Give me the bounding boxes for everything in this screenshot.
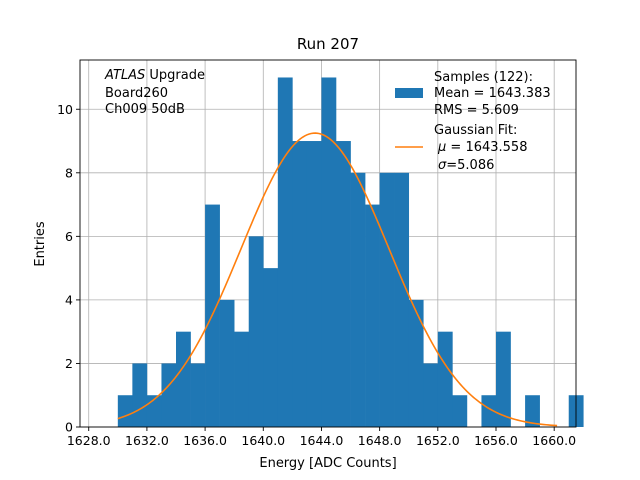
y-axis-label: Entries [33, 221, 48, 267]
legend-samples-rms: RMS = 5.609 [434, 103, 519, 118]
histogram-bar [292, 141, 308, 427]
legend-gaussian-sigma: σ=5.086 [438, 158, 494, 173]
legend-samples-label: Samples (122): [434, 70, 533, 85]
histogram-bar [219, 299, 235, 427]
histogram-bar [321, 77, 337, 427]
y-tick-label: 2 [65, 356, 73, 371]
chart-title: Run 207 [297, 35, 359, 53]
tick-layer: 1628.0 1632.0 1636.0 1640.0 1644.0 1648.0 1652… [57, 102, 576, 448]
x-tick-label: 1644.0 [300, 433, 344, 448]
histogram-bar [452, 395, 468, 427]
histogram-bar [277, 77, 293, 427]
annotation-line-2: Board260 [105, 86, 168, 101]
y-tick-label: 6 [65, 229, 73, 244]
legend-samples-swatch [395, 88, 423, 98]
annotation-upgrade: Upgrade [145, 68, 205, 83]
histogram-bar [336, 141, 351, 427]
annotation-line-1: ATLAS Upgrade [104, 68, 205, 83]
x-tick-label: 1640.0 [241, 433, 285, 448]
x-tick-label: 1656.0 [474, 433, 518, 448]
x-tick-label: 1652.0 [416, 433, 460, 448]
x-tick-label: 1660.0 [532, 433, 576, 448]
histogram-bar [496, 331, 511, 427]
legend-samples-mean: Mean = 1643.383 [434, 86, 551, 101]
gaussian-fit-curve [117, 132, 558, 427]
legend-mu-value: = 1643.558 [446, 140, 527, 155]
histogram-bar [306, 141, 322, 427]
annotation-atlas: ATLAS [104, 68, 145, 83]
histogram-bar [248, 236, 264, 427]
histogram-bar [176, 331, 191, 427]
histogram-bar [481, 395, 497, 427]
x-tick-label: 1636.0 [183, 433, 227, 448]
histogram-bar [234, 331, 250, 427]
histogram-bar [365, 204, 380, 427]
legend-mu-symbol: μ [437, 140, 446, 155]
histogram-bar [146, 395, 162, 427]
y-tick-label: 0 [65, 420, 73, 435]
histogram-bar [350, 172, 366, 427]
histogram-bar [379, 172, 395, 427]
legend-gaussian-mu: μ = 1643.558 [437, 140, 527, 155]
histogram-bar [394, 172, 410, 427]
histogram-bar [132, 363, 148, 427]
histogram-bar [408, 299, 424, 427]
legend-sigma-symbol: σ [438, 158, 447, 173]
x-tick-label: 1648.0 [358, 433, 402, 448]
x-axis-label: Energy [ADC Counts] [259, 456, 396, 471]
histogram-bar [525, 395, 540, 427]
fit-layer [117, 132, 558, 427]
x-tick-label: 1632.0 [125, 433, 169, 448]
legend: Samples (122): Mean = 1643.383 RMS = 5.6… [395, 70, 551, 173]
histogram-bar [423, 363, 439, 427]
atlas-annotation: ATLAS Upgrade Board260 Ch009 50dB [104, 68, 205, 117]
legend-gaussian-label: Gaussian Fit: [434, 123, 517, 138]
y-tick-label: 8 [65, 165, 73, 180]
legend-sigma-value: =5.086 [446, 158, 494, 173]
histogram-bar [117, 395, 133, 427]
histogram-bar [190, 363, 206, 427]
bar-layer [117, 77, 584, 427]
histogram-bar [161, 363, 177, 427]
annotation-line-3: Ch009 50dB [105, 102, 185, 117]
histogram-bar [437, 331, 453, 427]
histogram-bar [263, 268, 279, 427]
y-tick-label: 10 [57, 102, 73, 117]
x-tick-label: 1628.0 [67, 433, 111, 448]
plot-frame [79, 59, 577, 428]
y-tick-label: 4 [65, 292, 73, 307]
